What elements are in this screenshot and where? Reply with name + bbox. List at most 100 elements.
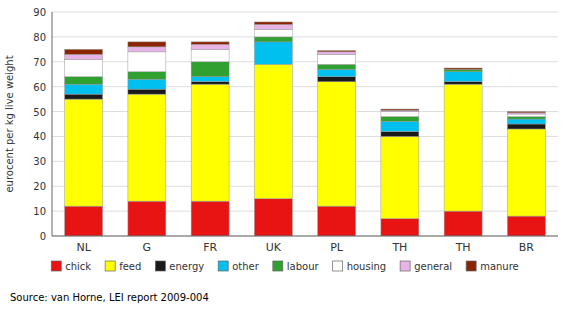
bar-segment <box>318 77 356 82</box>
bar-segment <box>191 201 229 236</box>
bar-segment <box>381 219 419 236</box>
legend-swatch <box>400 261 410 271</box>
bar-segment <box>191 42 229 44</box>
x-tick-label: PL <box>330 241 344 254</box>
bar-segment <box>254 64 292 198</box>
y-tick-label: 50 <box>33 107 46 118</box>
bar-segment <box>318 52 356 54</box>
bar-segment <box>507 114 545 116</box>
bar-segment <box>191 84 229 201</box>
bar-segment <box>191 49 229 61</box>
x-tick-label: G <box>143 241 152 254</box>
bar-segment <box>318 82 356 206</box>
bar-segment <box>65 59 103 76</box>
bar-segment <box>191 77 229 82</box>
bar-segment <box>254 29 292 36</box>
bar-segment <box>128 94 166 201</box>
bar-segment <box>507 112 545 113</box>
bar-segment <box>128 42 166 47</box>
x-tick-label: TH <box>391 241 407 254</box>
bar-segment <box>128 47 166 52</box>
bar-segment <box>191 62 229 77</box>
bar-segment <box>381 131 419 136</box>
y-tick-label: 0 <box>40 231 46 242</box>
legend-swatch <box>333 261 343 271</box>
bar-segment <box>318 206 356 236</box>
legend: chick feed energy other labour housing general… <box>51 261 518 272</box>
y-tick-label: 40 <box>33 131 46 142</box>
bar-segment <box>318 51 356 52</box>
y-tick-label: 60 <box>33 82 46 93</box>
bar-segment <box>128 79 166 89</box>
legend-label: labour <box>287 261 320 272</box>
legend-label: chick <box>65 261 91 272</box>
bar-segment <box>318 64 356 69</box>
bar-segment <box>191 82 229 84</box>
bar-segment <box>254 24 292 29</box>
bar-segment <box>254 199 292 236</box>
bar-segment <box>381 112 419 117</box>
bar-segment <box>128 89 166 94</box>
legend-label: housing <box>347 261 386 272</box>
bar-segment <box>128 52 166 72</box>
bar-segment <box>65 49 103 54</box>
x-axis-line <box>52 236 558 237</box>
bar-segment <box>444 68 482 69</box>
bars <box>65 22 546 236</box>
y-tick-label: 90 <box>33 7 46 18</box>
bar-segment <box>254 37 292 42</box>
bar-segment <box>507 216 545 236</box>
bar-segment <box>318 69 356 76</box>
bar-segment <box>381 117 419 122</box>
legend-label: energy <box>169 261 204 272</box>
bar-segment <box>65 206 103 236</box>
grid <box>52 12 558 236</box>
legend-swatch <box>218 261 228 271</box>
grid-line <box>52 236 558 237</box>
legend-label: general <box>414 261 452 272</box>
bar-segment <box>444 72 482 82</box>
bar-segment <box>444 69 482 70</box>
legend-swatch <box>105 261 115 271</box>
y-tick-label: 70 <box>33 57 46 68</box>
bar-segment <box>507 129 545 216</box>
bar-segment <box>65 84 103 94</box>
y-tick-label: 20 <box>33 181 46 192</box>
bar-segment <box>65 99 103 206</box>
legend-swatch <box>51 261 61 271</box>
y-tick-label: 30 <box>33 156 46 167</box>
bar-segment <box>65 54 103 59</box>
legend-swatch <box>155 261 165 271</box>
x-tick-label: UK <box>266 241 282 254</box>
x-tick-label: FR <box>203 241 217 254</box>
bar-segment <box>254 22 292 24</box>
bar-segment <box>254 42 292 64</box>
bar-segment <box>65 94 103 99</box>
bar-segment <box>381 122 419 132</box>
bar-segment <box>128 201 166 236</box>
bar-segment <box>444 84 482 211</box>
bar-segment <box>507 117 545 119</box>
x-tick-label: TH <box>455 241 471 254</box>
x-tick-label: NL <box>76 241 91 254</box>
bar-segment <box>128 72 166 79</box>
bar-segment <box>318 54 356 64</box>
bar-segment <box>65 77 103 84</box>
bar-segment <box>444 82 482 84</box>
grid-line <box>52 36 558 37</box>
bar-segment <box>444 211 482 236</box>
bar-segment <box>381 136 419 218</box>
legend-label: manure <box>480 261 519 272</box>
bar-segment <box>444 69 482 70</box>
x-tick-label: BR <box>519 241 535 254</box>
y-tick-label: 10 <box>33 206 46 217</box>
bar-segment <box>507 124 545 129</box>
bar-segment <box>191 44 229 49</box>
bar-segment <box>444 69 482 71</box>
chart: 0102030405060708090eurocent per kg live … <box>0 0 570 309</box>
legend-swatch <box>273 261 283 271</box>
legend-label: other <box>232 261 260 272</box>
legend-label: feed <box>119 261 141 272</box>
y-axis-line <box>52 12 53 236</box>
grid-line <box>52 12 558 13</box>
